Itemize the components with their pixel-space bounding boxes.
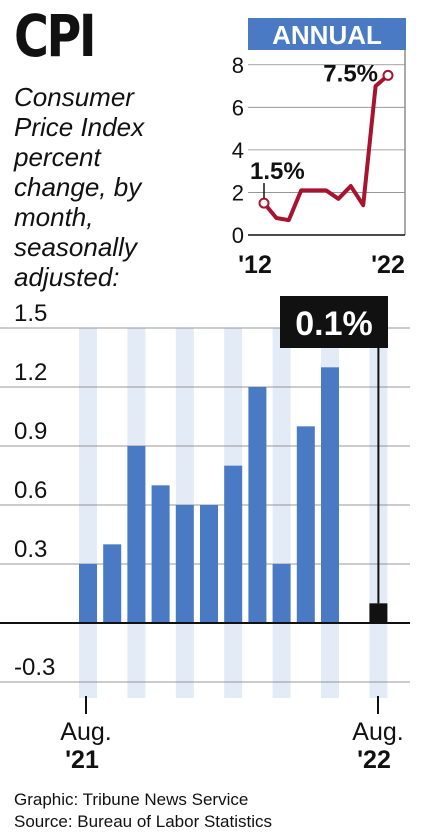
bar: [127, 446, 146, 623]
bar: [103, 544, 122, 623]
highlight-label: 0.1%: [295, 305, 373, 343]
annual-series-line: [262, 73, 390, 223]
bar-y-tick-label: 1.2: [14, 359, 47, 386]
page-title: CPI: [14, 2, 97, 70]
bar-y-tick-label: 1.5: [14, 300, 47, 327]
bar-y-tick-label: 0.3: [14, 536, 47, 563]
bar-y-tick-label: 0.6: [14, 477, 47, 504]
bar-y-tick-label: -0.3: [14, 654, 55, 681]
annual-x-tick-label: '12: [238, 251, 272, 279]
annual-y-tick-label: 6: [232, 95, 244, 120]
bar: [272, 564, 291, 623]
graphic-credit: Graphic: Tribune News Service: [14, 790, 249, 809]
annual-y-tick-label: 4: [232, 138, 244, 163]
bar: [296, 426, 315, 623]
annual-annotation-label: 1.5%: [250, 158, 305, 185]
highlight-bar: [369, 603, 388, 623]
bar-x-tick-label: '22: [357, 746, 391, 774]
bar: [151, 485, 170, 623]
bar: [79, 564, 97, 623]
annual-y-tick-label: 8: [232, 53, 244, 78]
bar-background-band: [79, 328, 97, 698]
chart-subtitle: Consumer Price Index percent change, by …: [14, 82, 145, 292]
bar-background-band: [272, 328, 291, 698]
annual-y-tick-label: 2: [232, 180, 244, 205]
annual-line-chart: ANNUAL 0 2 4 6 8 1.5% 7.5% '12 '22: [232, 18, 406, 279]
highlight-label-box: [280, 296, 388, 348]
bar: [175, 505, 194, 623]
bar-x-tick-label: '21: [65, 746, 99, 774]
annual-header-band: [248, 18, 406, 50]
bar-x-tick-label: Aug.: [352, 718, 403, 746]
bar: [224, 465, 243, 623]
annual-annotation-label: 7.5%: [323, 60, 378, 87]
bar: [248, 387, 267, 623]
bar: [200, 505, 218, 623]
bar-y-tick-label: 0.9: [14, 418, 47, 445]
annual-annotation-point: [382, 69, 394, 81]
annual-x-tick-label: '22: [371, 251, 405, 279]
bar-x-tick-label: Aug.: [60, 718, 111, 746]
annual-chart-title: ANNUAL: [272, 20, 382, 50]
annual-annotation-point: [258, 197, 270, 209]
annual-y-tick-label: 0: [232, 223, 244, 248]
bar: [321, 367, 339, 623]
data-source: Source: Bureau of Labor Statistics: [14, 812, 272, 831]
